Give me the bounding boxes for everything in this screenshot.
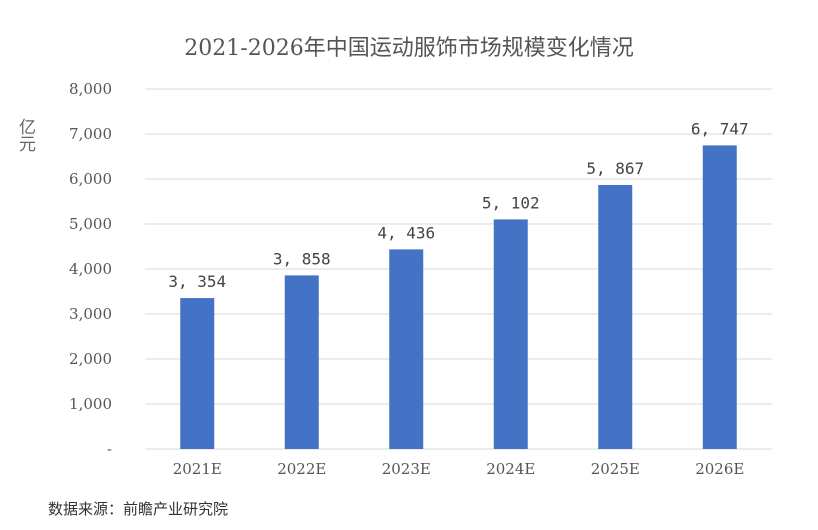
x-tick-label: 2022E [277, 460, 326, 478]
bar-2024E [493, 219, 528, 449]
gridlines [145, 88, 772, 450]
chart-title: 2021-2026年中国运动服饰市场规模变化情况 [184, 36, 634, 61]
bar-2022E [284, 275, 319, 449]
bar-2021E [180, 298, 215, 449]
bar-2025E [598, 184, 633, 450]
x-tick-label: 2021E [173, 460, 222, 478]
y-tick-label: 2,000 [69, 350, 112, 368]
data-labels: 3, 354 3, 858 4, 436 5, 102 5, 867 6, 747 [168, 119, 748, 291]
y-tick-label: 4,000 [69, 260, 112, 278]
data-label: 6, 747 [691, 119, 749, 138]
bar-2026E [702, 145, 737, 449]
data-label: 3, 354 [168, 272, 226, 291]
data-label: 4, 436 [377, 223, 435, 242]
y-tick-label: 7,000 [69, 125, 112, 143]
data-label: 3, 858 [273, 249, 331, 268]
bar-2023E [389, 249, 424, 449]
y-tick-label: 5,000 [69, 215, 112, 233]
x-tick-label: 2025E [591, 460, 640, 478]
y-tick-label: 1,000 [69, 395, 112, 413]
bars [180, 145, 737, 450]
data-label: 5, 102 [482, 193, 540, 212]
x-tick-label: 2023E [382, 460, 431, 478]
x-tick-label: 2024E [486, 460, 535, 478]
source-note: 数据来源：前瞻产业研究院 [48, 500, 229, 518]
y-tick-label: 8,000 [69, 80, 112, 98]
y-tick-label: 3,000 [69, 305, 112, 323]
y-axis-unit-label: 亿元 [15, 118, 35, 152]
y-axis-ticks: - 1,000 2,000 3,000 4,000 5,000 6,000 7,000 8,00… [69, 80, 112, 458]
y-tick-label: 6,000 [69, 170, 112, 188]
data-label: 5, 867 [586, 159, 644, 178]
y-tick-label: - [107, 440, 112, 458]
x-tick-label: 2026E [695, 460, 744, 478]
x-axis-ticks: 2021E 2022E 2023E 2024E 2025E 2026E [173, 460, 745, 478]
